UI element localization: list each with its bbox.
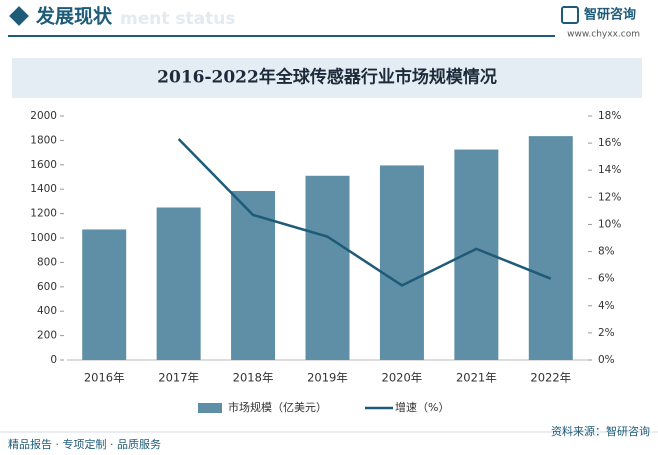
- y-tick-label: 200: [37, 330, 57, 342]
- footer-tagline: 精品报告 · 专项定制 · 品质服务: [8, 437, 161, 451]
- footer-source: 资料来源：智研咨询: [551, 424, 650, 438]
- y2-tick-label: 4%: [598, 300, 615, 312]
- y2-tick-label: 12%: [598, 191, 621, 203]
- y2-tick-label: 14%: [598, 164, 621, 176]
- x-tick-label: 2016年: [84, 371, 125, 385]
- header-title: 发展现状: [35, 5, 113, 28]
- bar: [379, 165, 424, 360]
- y-tick-label: 1200: [30, 208, 57, 220]
- y-tick-label: 2000: [30, 110, 57, 122]
- bar: [305, 175, 350, 360]
- y-tick-label: 1000: [30, 232, 57, 244]
- bar: [156, 207, 201, 360]
- logo-text: 智研咨询: [584, 7, 636, 23]
- y2-tick-label: 2%: [598, 327, 615, 339]
- legend-swatch: [198, 403, 222, 413]
- chart-title-box: [12, 58, 642, 98]
- y2-tick-label: 16%: [598, 137, 621, 149]
- y2-tick-label: 10%: [598, 218, 621, 230]
- header-icon: [9, 6, 29, 26]
- x-tick-label: 2021年: [456, 371, 497, 385]
- bar: [231, 191, 276, 360]
- x-tick-label: 2018年: [233, 371, 274, 385]
- y-tick-label: 800: [37, 256, 57, 268]
- y-tick-label: 400: [37, 305, 57, 317]
- y2-tick-label: 0%: [598, 354, 615, 366]
- header-watermark: ment status: [120, 9, 235, 29]
- x-tick-label: 2020年: [382, 371, 423, 385]
- y2-tick-label: 8%: [598, 246, 615, 258]
- x-tick-label: 2017年: [158, 371, 199, 385]
- bar: [82, 229, 127, 360]
- y2-tick-label: 18%: [598, 110, 621, 122]
- y-tick-label: 0: [50, 354, 57, 366]
- website: www.chyxx.com: [567, 30, 640, 40]
- plot: 0 200 400 600 800 1000 1200 1400 1600 1800 2000 0% 2…: [30, 110, 621, 414]
- x-tick-label: 2022年: [530, 371, 571, 385]
- y-tick-label: 1400: [30, 183, 57, 195]
- y-tick-label: 1600: [30, 159, 57, 171]
- y-tick-label: 600: [37, 281, 57, 293]
- logo-icon: [561, 6, 579, 24]
- legend-label: 市场规模（亿美元）: [228, 400, 327, 414]
- y-tick-label: 1800: [30, 134, 57, 146]
- y2-tick-label: 6%: [598, 273, 615, 285]
- chart-title: 2016-2022年全球传感器行业市场规模情况: [157, 67, 497, 88]
- legend-label: 增速（%）: [395, 400, 449, 414]
- bar: [528, 136, 573, 360]
- line: [177, 138, 552, 287]
- x-tick-label: 2019年: [307, 371, 348, 385]
